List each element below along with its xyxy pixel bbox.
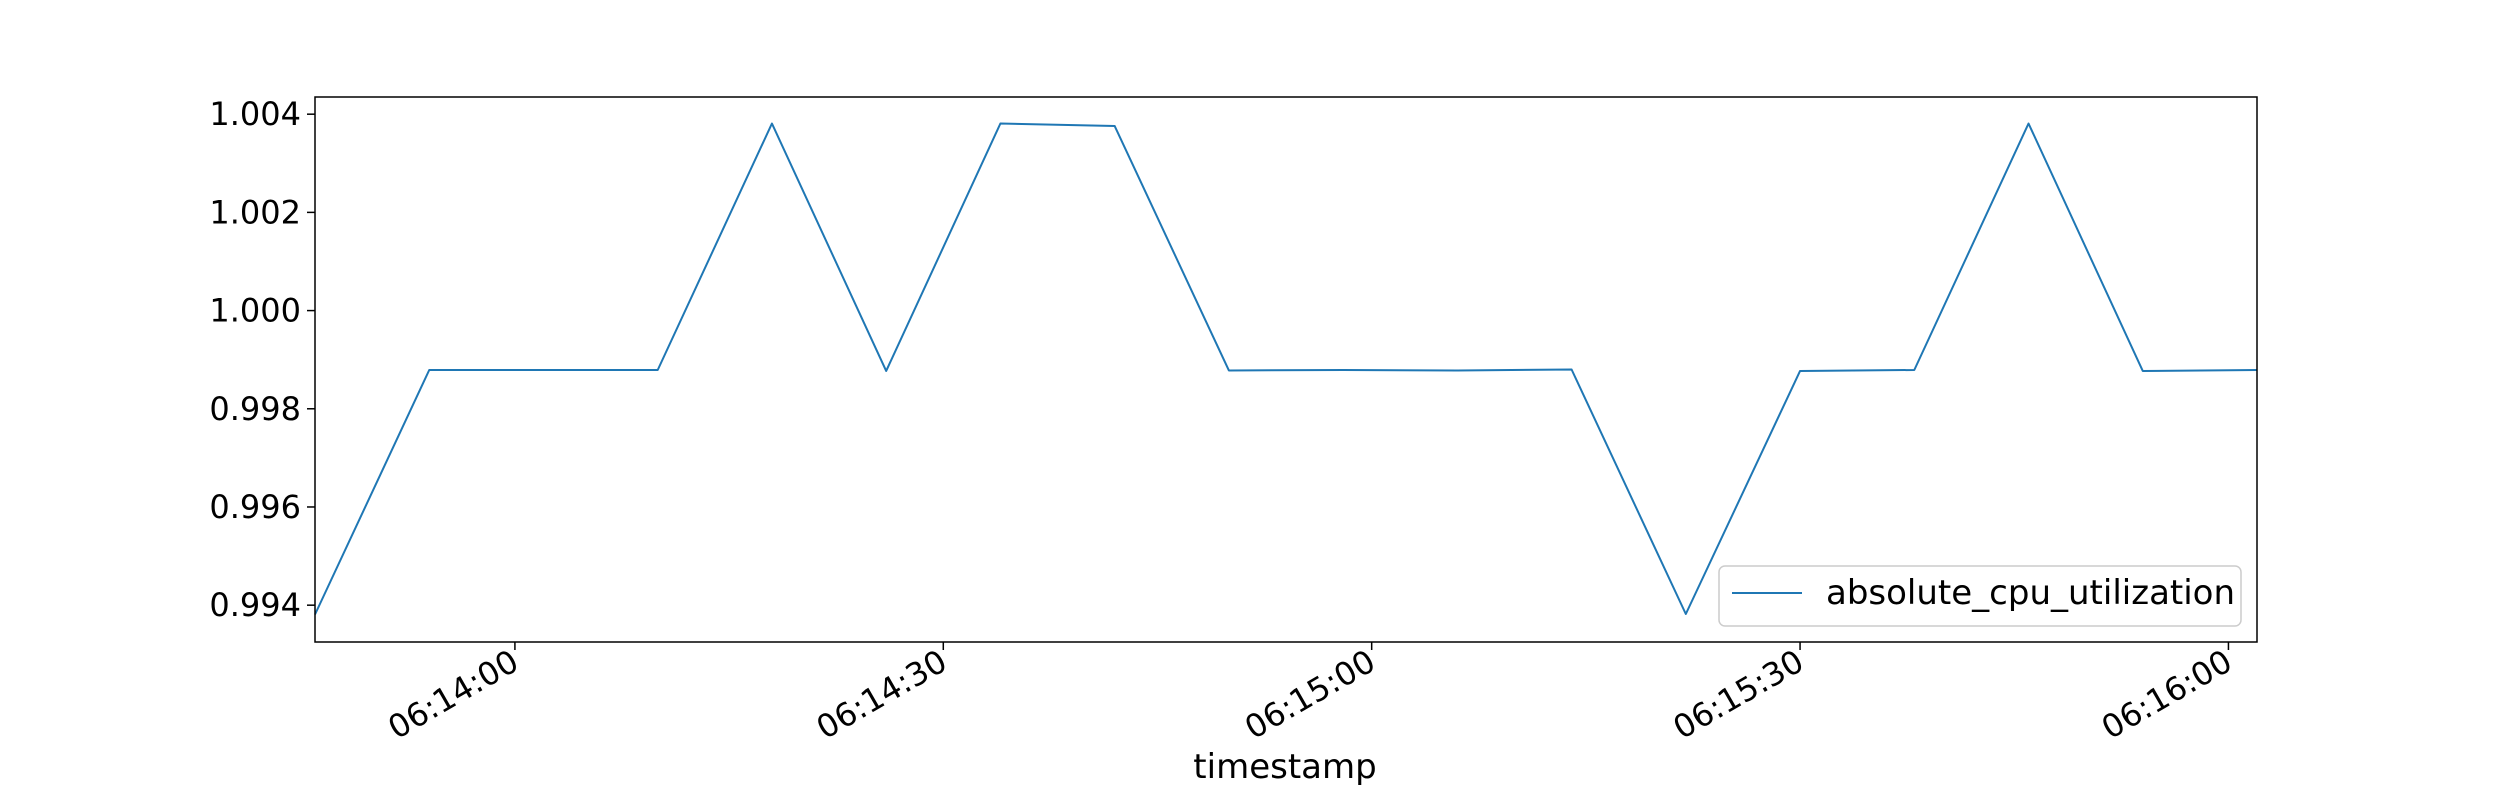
y-tick-label: 1.002 — [209, 193, 301, 231]
y-tick-label: 1.000 — [209, 292, 301, 330]
legend-label-absolute-cpu-utilization: absolute_cpu_utilization — [1826, 573, 2235, 613]
legend: absolute_cpu_utilization — [1718, 565, 2242, 627]
legend-box — [1718, 565, 2242, 627]
y-tick-label: 1.004 — [209, 95, 301, 133]
y-tick-label: 0.996 — [209, 488, 301, 526]
x-axis-label: timestamp — [1193, 747, 1376, 787]
y-tick-label: 0.998 — [209, 390, 301, 428]
series-line-absolute-cpu-utilization — [314, 122, 2258, 616]
axes-frame — [314, 96, 2258, 643]
y-tick-label: 0.994 — [209, 586, 301, 624]
